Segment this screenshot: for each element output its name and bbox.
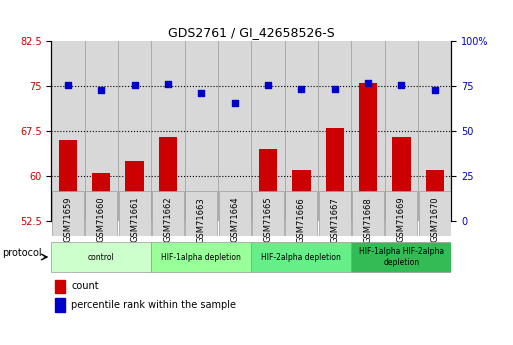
Bar <box>292 170 310 221</box>
Bar <box>359 83 377 221</box>
Text: GSM71669: GSM71669 <box>397 197 406 243</box>
Bar <box>285 41 318 221</box>
FancyBboxPatch shape <box>352 191 384 236</box>
Point <box>330 86 339 92</box>
Bar <box>126 161 144 221</box>
FancyBboxPatch shape <box>285 191 318 236</box>
Point <box>130 82 139 88</box>
Bar <box>59 140 77 221</box>
FancyBboxPatch shape <box>151 242 251 272</box>
Bar <box>92 173 110 221</box>
Bar <box>226 219 244 221</box>
Bar <box>392 137 410 221</box>
Text: control: control <box>88 253 115 262</box>
Text: HIF-1alpha depletion: HIF-1alpha depletion <box>162 253 241 262</box>
Point <box>64 82 72 88</box>
FancyBboxPatch shape <box>251 242 351 272</box>
FancyBboxPatch shape <box>152 191 184 236</box>
Bar <box>85 41 118 221</box>
FancyBboxPatch shape <box>351 242 451 272</box>
Text: count: count <box>71 281 99 291</box>
Text: GSM71668: GSM71668 <box>364 197 372 243</box>
Bar <box>385 41 418 221</box>
Point <box>430 87 439 92</box>
FancyBboxPatch shape <box>119 191 151 236</box>
FancyBboxPatch shape <box>385 191 418 236</box>
Point <box>164 82 172 87</box>
Point <box>397 82 405 88</box>
Point <box>197 90 205 95</box>
FancyBboxPatch shape <box>252 191 284 236</box>
Bar <box>118 41 151 221</box>
FancyBboxPatch shape <box>185 191 218 236</box>
Bar <box>55 280 65 293</box>
Text: GSM71664: GSM71664 <box>230 197 239 243</box>
Bar <box>351 41 385 221</box>
Text: GSM71661: GSM71661 <box>130 197 139 243</box>
Title: GDS2761 / GI_42658526-S: GDS2761 / GI_42658526-S <box>168 26 335 39</box>
Text: GSM71662: GSM71662 <box>164 197 172 243</box>
Bar <box>159 137 177 221</box>
Bar <box>218 41 251 221</box>
Bar <box>185 41 218 221</box>
Text: GSM71666: GSM71666 <box>297 197 306 243</box>
Text: percentile rank within the sample: percentile rank within the sample <box>71 300 236 310</box>
Bar <box>259 149 277 221</box>
Text: GSM71660: GSM71660 <box>97 197 106 243</box>
Text: GSM71659: GSM71659 <box>64 197 72 242</box>
Text: GSM71663: GSM71663 <box>197 197 206 243</box>
FancyBboxPatch shape <box>85 191 117 236</box>
FancyBboxPatch shape <box>419 191 451 236</box>
Text: HIF-1alpha HIF-2alpha
depletion: HIF-1alpha HIF-2alpha depletion <box>359 247 444 267</box>
Bar <box>326 128 344 221</box>
FancyBboxPatch shape <box>319 191 351 236</box>
Text: protocol: protocol <box>3 248 42 258</box>
Point <box>364 80 372 86</box>
Text: GSM71670: GSM71670 <box>430 197 439 243</box>
FancyBboxPatch shape <box>219 191 251 236</box>
Bar <box>318 41 351 221</box>
Text: GSM71665: GSM71665 <box>264 197 272 243</box>
Bar <box>251 41 285 221</box>
Text: HIF-2alpha depletion: HIF-2alpha depletion <box>262 253 341 262</box>
Bar <box>192 203 210 221</box>
Point <box>264 82 272 88</box>
Point <box>297 86 305 92</box>
Bar <box>418 41 451 221</box>
Bar <box>426 170 444 221</box>
Bar <box>55 298 65 312</box>
Bar <box>151 41 185 221</box>
Bar <box>51 41 85 221</box>
Text: GSM71667: GSM71667 <box>330 197 339 243</box>
Point <box>97 87 106 92</box>
Point <box>230 100 239 106</box>
FancyBboxPatch shape <box>52 191 84 236</box>
FancyBboxPatch shape <box>51 242 151 272</box>
